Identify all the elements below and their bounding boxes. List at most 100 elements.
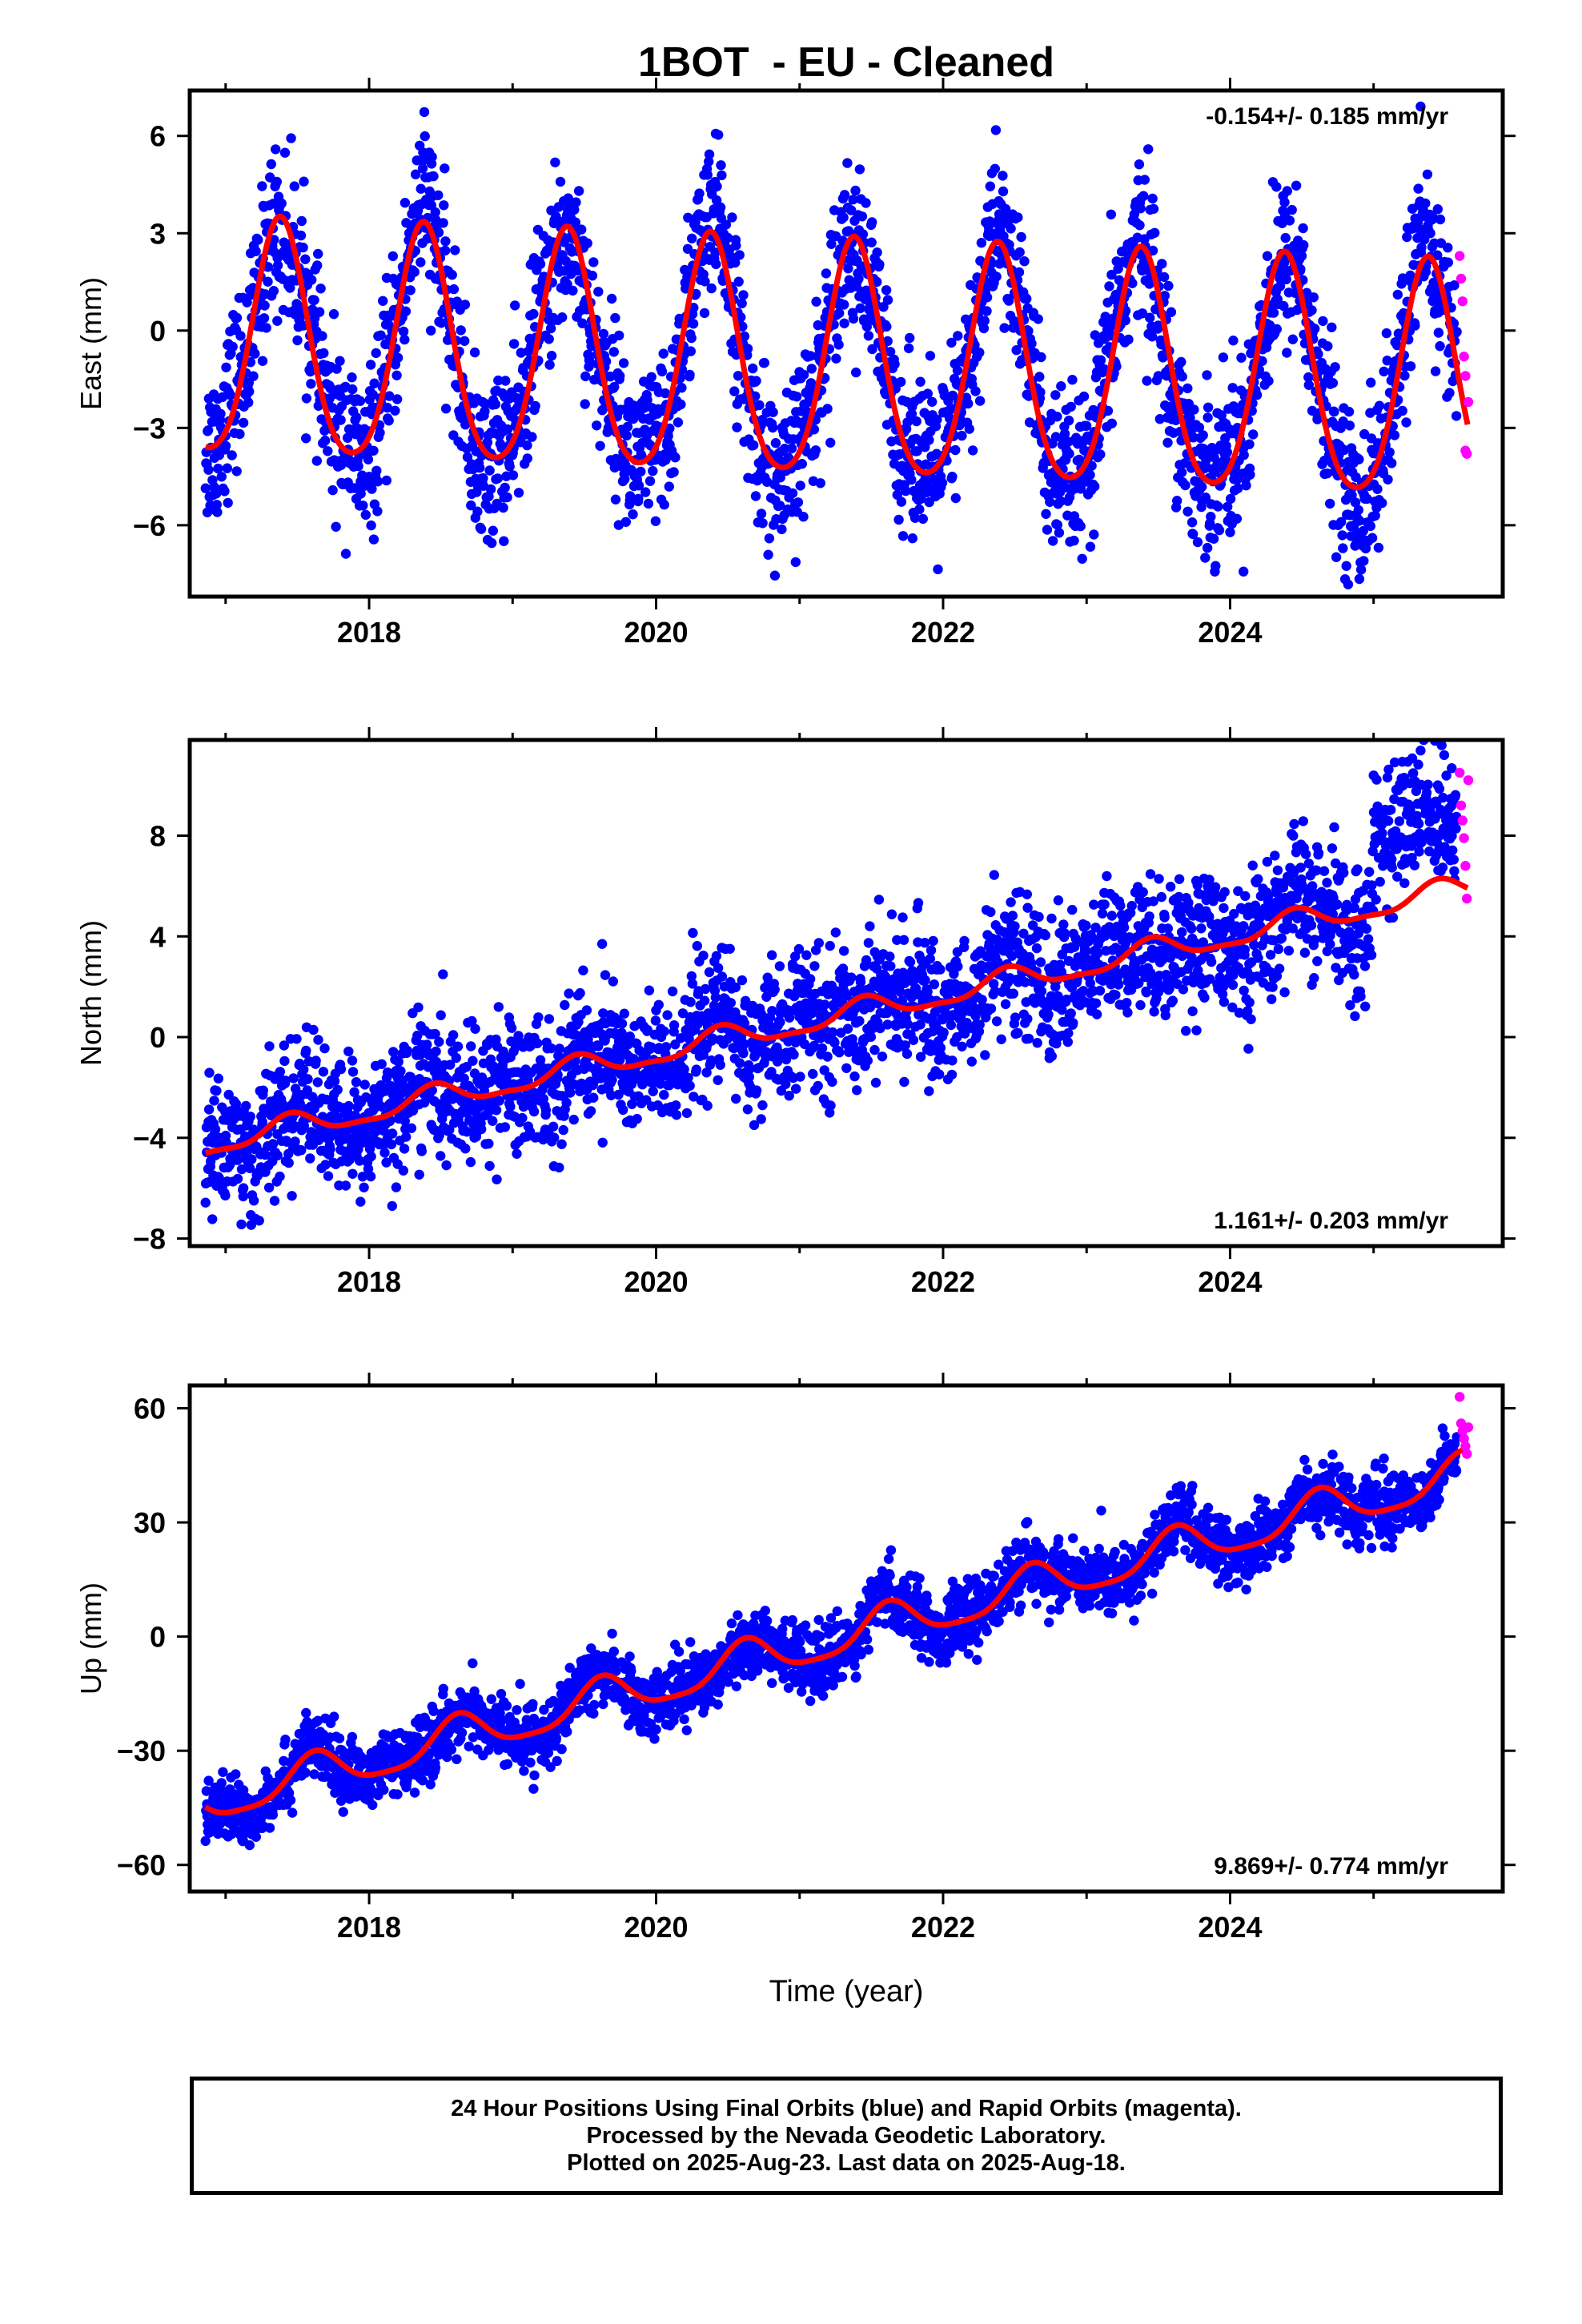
final-point <box>258 1085 268 1096</box>
final-point <box>1355 565 1367 575</box>
x-tick-label: 2022 <box>911 616 975 649</box>
final-point <box>1241 480 1251 491</box>
final-point <box>369 378 379 388</box>
final-point <box>1231 513 1243 524</box>
final-point <box>739 1018 750 1028</box>
final-point <box>1245 469 1255 480</box>
final-point <box>312 1077 323 1088</box>
final-point <box>1359 556 1369 566</box>
final-point <box>598 328 609 340</box>
final-point <box>1236 352 1247 363</box>
final-point <box>533 1012 544 1023</box>
final-point <box>485 484 496 495</box>
final-point <box>1325 498 1335 509</box>
plot-area <box>200 101 1474 589</box>
final-point <box>768 422 778 433</box>
final-point <box>842 1023 853 1034</box>
final-point <box>475 462 485 473</box>
final-point <box>1405 361 1416 372</box>
final-point <box>957 430 967 441</box>
final-point <box>203 464 214 475</box>
final-point <box>493 375 504 386</box>
final-point <box>203 425 214 436</box>
final-point <box>966 1056 978 1067</box>
final-point <box>980 1050 990 1060</box>
final-point <box>1166 307 1177 317</box>
final-point <box>1341 561 1351 571</box>
final-point <box>440 163 450 174</box>
final-point <box>700 276 710 287</box>
final-point <box>436 318 447 328</box>
final-point <box>667 986 678 997</box>
final-point <box>790 557 801 568</box>
final-point <box>863 331 874 341</box>
final-point <box>769 984 780 995</box>
final-point <box>1203 402 1214 412</box>
final-point <box>427 1085 437 1096</box>
final-point <box>343 1100 354 1112</box>
final-point <box>621 430 632 441</box>
final-point <box>732 422 742 432</box>
final-point <box>851 367 861 378</box>
final-point <box>798 512 809 522</box>
final-point <box>251 246 261 256</box>
final-point <box>739 1039 749 1050</box>
final-point <box>866 237 877 247</box>
final-point <box>641 1095 652 1105</box>
final-point <box>231 466 242 476</box>
final-point <box>440 236 451 247</box>
final-point <box>500 376 511 386</box>
final-point <box>248 1196 259 1206</box>
final-point <box>545 323 556 334</box>
final-point <box>271 144 281 155</box>
final-point <box>819 1065 829 1076</box>
final-point <box>861 955 872 966</box>
final-point <box>1185 412 1195 423</box>
final-point <box>779 444 790 454</box>
final-point <box>1145 312 1155 323</box>
final-point <box>787 488 798 499</box>
final-point <box>1279 300 1289 312</box>
y-tick-label: −6 <box>133 509 166 542</box>
final-point <box>508 470 519 480</box>
final-point <box>367 389 378 400</box>
final-point <box>1081 420 1092 431</box>
final-point <box>817 1043 828 1054</box>
final-point <box>990 163 1001 174</box>
final-point <box>376 1059 387 1070</box>
final-point <box>275 1171 285 1182</box>
final-point <box>1089 529 1099 540</box>
final-point <box>1023 1033 1034 1044</box>
final-point <box>1194 422 1205 432</box>
final-point <box>827 1027 838 1038</box>
final-point <box>1308 292 1319 303</box>
final-point <box>213 1073 223 1084</box>
final-point <box>915 376 926 387</box>
final-point <box>1214 525 1225 536</box>
final-point <box>979 316 990 326</box>
final-point <box>363 454 374 464</box>
final-point <box>669 1020 680 1031</box>
final-point <box>1055 496 1066 506</box>
final-point <box>991 1016 1002 1027</box>
final-point <box>1177 372 1187 382</box>
final-point <box>335 415 346 425</box>
final-point <box>655 1079 666 1089</box>
final-point <box>920 975 930 986</box>
final-point <box>259 300 270 311</box>
final-point <box>820 999 830 1010</box>
final-point <box>1127 278 1138 288</box>
final-point <box>1047 536 1058 546</box>
final-point <box>689 1092 699 1102</box>
final-point <box>1032 1038 1042 1048</box>
final-point <box>1262 251 1273 261</box>
final-point <box>1142 376 1152 386</box>
final-point <box>636 466 646 477</box>
final-point <box>872 247 882 258</box>
final-point <box>808 1068 818 1080</box>
final-point <box>575 987 585 999</box>
final-point <box>402 1045 413 1056</box>
final-point <box>682 243 693 254</box>
final-point <box>244 1163 255 1174</box>
final-point <box>1146 332 1158 342</box>
